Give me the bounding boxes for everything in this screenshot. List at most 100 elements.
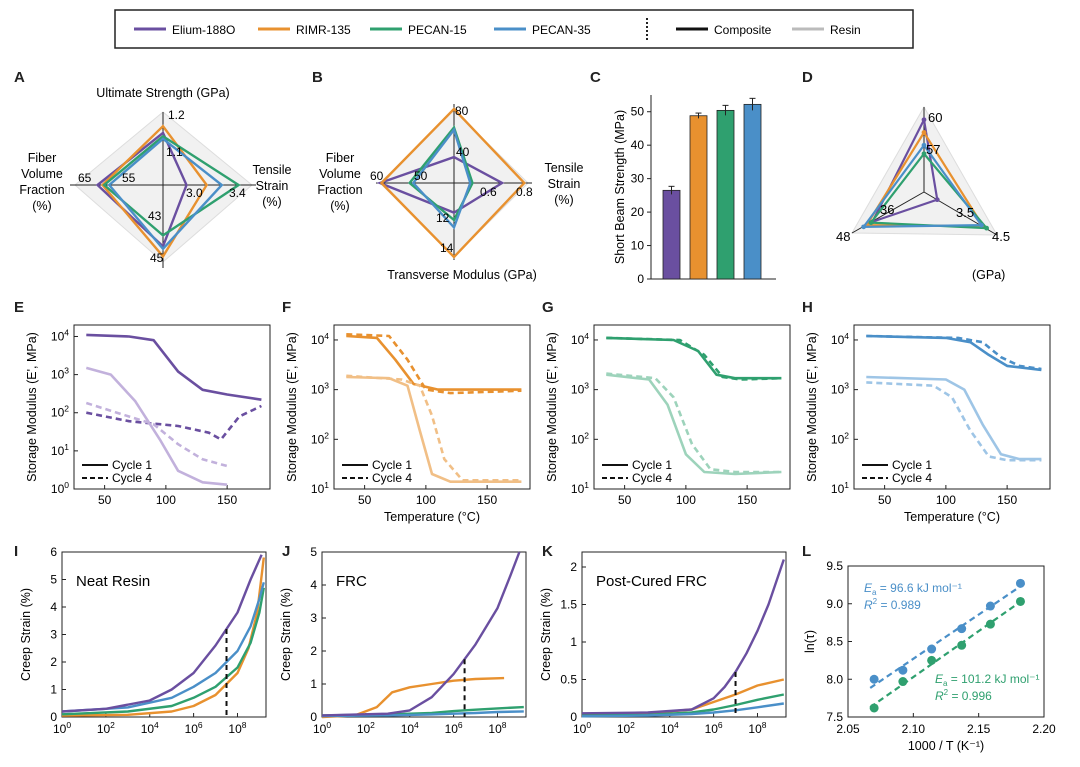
panel-c-bar-1 bbox=[662, 189, 681, 280]
radar-d-series-1 bbox=[870, 116, 939, 224]
panel-b-tick-06: 0.6 bbox=[480, 185, 497, 199]
radar-series-4 bbox=[107, 137, 224, 251]
data-point bbox=[869, 674, 879, 684]
panel-d-tick-48: 48 bbox=[836, 229, 850, 244]
series-line-1 bbox=[866, 334, 1042, 372]
panel-letter-a: A bbox=[14, 69, 25, 86]
ytick-label: 100 bbox=[51, 480, 69, 496]
legend-label-pecan35: PECAN-35 bbox=[532, 23, 591, 37]
data-point bbox=[1015, 578, 1025, 588]
legend-label-cycle1: Cycle 1 bbox=[112, 458, 152, 472]
panel-letter-j: J bbox=[282, 543, 290, 560]
panel-a-title-right-2: Strain bbox=[256, 179, 289, 193]
plot-frame bbox=[333, 324, 531, 490]
xtick-label: 108 bbox=[748, 720, 766, 736]
panel-a-title-left-1: Fiber bbox=[28, 151, 56, 165]
panel-d-tick-36: 36 bbox=[880, 202, 894, 217]
panel-letter-h: H bbox=[802, 299, 813, 316]
panel-c-y-label: Short Beam Strength (MPa) bbox=[613, 110, 627, 264]
panel-a-title-left-4: (%) bbox=[32, 199, 51, 213]
ytick-label: 2 bbox=[310, 644, 317, 658]
ytick-label: 103 bbox=[571, 381, 589, 397]
panel-letter-d: D bbox=[802, 69, 813, 86]
ytick-label: 4 bbox=[310, 578, 317, 592]
xtick-label: 50 bbox=[358, 493, 372, 507]
legend-label-cycle4: Cycle 4 bbox=[892, 471, 932, 485]
radar-d-series-4 bbox=[861, 143, 984, 228]
panel-c-ytick-label: 50 bbox=[631, 105, 645, 119]
radar-series-4 bbox=[411, 127, 472, 230]
data-point bbox=[869, 703, 879, 713]
data-point bbox=[957, 624, 967, 634]
panel-b-tick-60: 60 bbox=[370, 169, 384, 183]
panel-letter-b: B bbox=[312, 69, 323, 86]
xtick-label: 150 bbox=[477, 493, 497, 507]
plot-frame bbox=[853, 324, 1051, 490]
ytick-label: 1 bbox=[50, 683, 57, 697]
legend-label-cycle4: Cycle 4 bbox=[112, 471, 152, 485]
radar-d-point bbox=[921, 130, 927, 135]
panel-b-title-left-1: Fiber bbox=[326, 151, 354, 165]
ytick-label: 101 bbox=[571, 480, 589, 496]
data-point bbox=[957, 640, 967, 650]
panel-d-tick-57: 57 bbox=[926, 142, 940, 157]
plot-frame bbox=[593, 324, 791, 490]
legend-label-cycle1: Cycle 1 bbox=[892, 458, 932, 472]
ytick-label: 6 bbox=[50, 545, 57, 559]
y-axis-label: ln(τ) bbox=[803, 630, 817, 653]
xtick-label: 104 bbox=[401, 720, 419, 736]
xtick-label: 100 bbox=[936, 493, 956, 507]
xtick-label: 106 bbox=[445, 720, 463, 736]
creep-series-1 bbox=[581, 559, 785, 715]
plot-frame bbox=[73, 324, 271, 490]
xtick-label: 102 bbox=[97, 720, 115, 736]
series-line-3 bbox=[866, 375, 1042, 461]
legend-label-cycle4: Cycle 4 bbox=[632, 471, 672, 485]
x-axis-label: Temperature (°C) bbox=[384, 510, 480, 524]
panel-b-tick-12: 12 bbox=[436, 211, 450, 225]
radar-series-2 bbox=[100, 124, 209, 259]
panel-title: FRC bbox=[336, 573, 367, 590]
xtick-label: 104 bbox=[661, 720, 679, 736]
panel-d-tick-45: 4.5 bbox=[992, 229, 1010, 244]
series-line-1 bbox=[346, 334, 522, 391]
xtick-label: 108 bbox=[228, 720, 246, 736]
radar-d-point bbox=[868, 220, 874, 226]
xtick-label: 102 bbox=[357, 720, 375, 736]
annotation-blue-r2: R2 = 0.989 bbox=[864, 597, 921, 612]
ytick-label: 0.5 bbox=[560, 673, 577, 687]
panel-i-creep: 0 1 2 3 4 5 6 100 102 104 106 108 Creep Strain (%) Ne… bbox=[19, 545, 267, 736]
xtick-label: 150 bbox=[217, 493, 237, 507]
data-point bbox=[927, 644, 937, 654]
panel-a-title-left-2: Volume bbox=[21, 167, 63, 181]
panel-b-radar: Tensile Strain (%) Fiber Volume Fraction… bbox=[317, 104, 583, 282]
fit-line-1 bbox=[869, 582, 1026, 689]
radar-d-point bbox=[934, 197, 940, 203]
xtick-label: 108 bbox=[488, 720, 506, 736]
creep-series-1 bbox=[321, 551, 521, 717]
creep-series-1 bbox=[61, 554, 263, 713]
xtick-label: 2.15 bbox=[967, 722, 991, 736]
series-line-1 bbox=[606, 336, 782, 380]
series-line-4 bbox=[606, 372, 782, 474]
panel-d-radar: 60 57 36 3.5 48 4.5 (GPa) bbox=[836, 105, 1010, 282]
panel-b-tick-14: 14 bbox=[440, 241, 454, 255]
xtick-label: 2.10 bbox=[902, 722, 926, 736]
ytick-label: 0 bbox=[570, 710, 577, 724]
y-axis-label: Storage Modulus (E', MPa) bbox=[805, 332, 819, 482]
xtick-label: 100 bbox=[156, 493, 176, 507]
ytick-label: 1.5 bbox=[560, 598, 577, 612]
panel-a-tick-11: 1.1 bbox=[166, 145, 183, 159]
series-line-2 bbox=[606, 336, 782, 381]
annotation-green-ea: Ea = 101.2 kJ mol⁻¹ bbox=[935, 672, 1040, 688]
ytick-label: 104 bbox=[571, 331, 589, 347]
panel-letter-e: E bbox=[14, 299, 24, 316]
radar-d-point bbox=[861, 224, 867, 230]
xtick-label: 2.20 bbox=[1032, 722, 1056, 736]
ytick-label: 5 bbox=[310, 545, 317, 559]
panel-b-title-bottom: Transverse Modulus (GPa) bbox=[387, 268, 537, 282]
radar-d-point bbox=[979, 222, 984, 228]
ytick-label: 1 bbox=[570, 635, 577, 649]
xtick-label: 2.05 bbox=[836, 722, 860, 736]
